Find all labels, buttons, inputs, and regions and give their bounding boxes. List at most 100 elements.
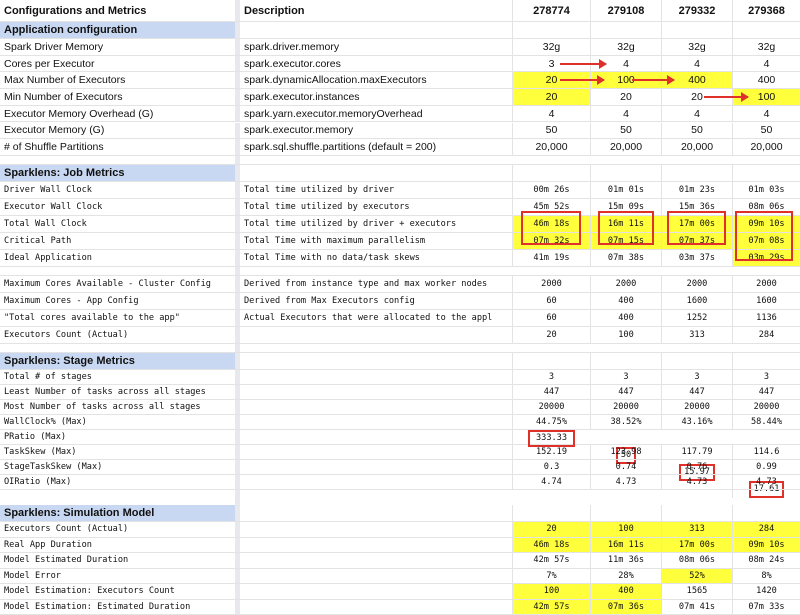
metric-description[interactable] — [240, 475, 512, 489]
value-cell[interactable]: 07m 38s — [590, 250, 661, 266]
value-cell[interactable]: 1420 — [732, 584, 800, 599]
value-cell[interactable]: 07m 32s — [512, 233, 590, 249]
value-cell[interactable]: 32g — [732, 39, 800, 55]
section-title[interactable]: Sparklens: Simulation Model — [0, 505, 235, 521]
value-cell[interactable]: 100 — [590, 522, 661, 537]
value-cell[interactable]: 100 — [732, 89, 800, 105]
metric-name[interactable]: Real App Duration — [4, 539, 92, 550]
value-cell[interactable]: 4.73 — [590, 475, 661, 489]
metric-name[interactable]: Executor Wall Clock — [4, 202, 103, 212]
header-run[interactable]: 278774 — [512, 0, 590, 21]
value-cell[interactable]: 32g — [512, 39, 590, 55]
metric-name[interactable]: StageTaskSkew (Max) — [4, 462, 103, 472]
value-cell[interactable]: 46m 18s — [512, 537, 590, 552]
value-cell[interactable]: 01m 23s — [661, 182, 732, 198]
metric-description[interactable] — [240, 553, 512, 568]
value-cell[interactable]: 07m 41s — [661, 599, 732, 614]
value-cell[interactable]: 8% — [732, 568, 800, 583]
value-cell[interactable]: 32g — [661, 39, 732, 55]
value-cell[interactable]: 3 — [512, 370, 590, 384]
header-description[interactable]: Description — [244, 4, 305, 17]
value-cell[interactable]: 4 — [590, 105, 661, 122]
value-cell[interactable]: 42m 57s — [512, 553, 590, 568]
metric-description[interactable]: spark.executor.memory — [244, 124, 354, 137]
value-cell[interactable]: 60 — [512, 310, 590, 326]
value-cell[interactable]: 20000 — [732, 400, 800, 414]
value-cell[interactable]: 2000 — [512, 276, 590, 292]
value-cell[interactable]: 447 — [512, 385, 590, 399]
value-cell[interactable]: 20000 — [512, 400, 590, 414]
value-cell[interactable]: 16m 11s — [590, 216, 661, 232]
value-cell[interactable]: 2000 — [661, 276, 732, 292]
value-cell[interactable]: 03m 29s — [732, 250, 800, 266]
metric-name[interactable]: Model Estimation: Estimated Duration — [4, 601, 191, 612]
value-cell[interactable]: 07m 08s — [732, 233, 800, 249]
value-cell[interactable]: 50 — [661, 122, 732, 139]
value-cell[interactable]: 4.74 — [512, 475, 590, 489]
metric-name[interactable]: Min Number of Executors — [4, 90, 123, 103]
metric-description[interactable] — [240, 327, 512, 343]
metric-name[interactable]: Executor Memory (G) — [4, 124, 105, 137]
value-cell[interactable]: 60 — [512, 293, 590, 309]
value-cell[interactable]: 07m 37s — [661, 233, 732, 249]
metric-name[interactable]: Critical Path — [4, 236, 72, 246]
metric-name[interactable]: Model Estimated Duration — [4, 555, 129, 566]
section-title[interactable]: Application configuration — [0, 22, 235, 38]
value-cell[interactable]: 03m 37s — [661, 250, 732, 266]
metric-name[interactable]: Most Number of tasks across all stages — [4, 402, 201, 412]
metric-description[interactable]: spark.executor.cores — [244, 57, 341, 70]
section-title[interactable]: Sparklens: Stage Metrics — [0, 353, 235, 369]
value-cell[interactable]: 3 — [732, 370, 800, 384]
metric-name[interactable]: Least Number of tasks across all stages — [4, 387, 206, 397]
value-cell[interactable]: 50 — [732, 122, 800, 139]
value-cell[interactable]: 1565 — [661, 584, 732, 599]
value-cell[interactable]: 0.74 — [590, 460, 661, 474]
metric-name[interactable]: "Total cores available to the app" — [4, 313, 180, 323]
header-run[interactable]: 279108 — [590, 0, 661, 21]
header-run[interactable]: 279332 — [661, 0, 732, 21]
value-cell[interactable]: 07m 15s — [590, 233, 661, 249]
value-cell[interactable]: 42m 57s — [512, 599, 590, 614]
metric-description[interactable]: Derived from Max Executors config — [244, 296, 415, 306]
value-cell[interactable]: 08m 06s — [732, 199, 800, 215]
metric-name[interactable]: PRatio (Max) — [4, 432, 67, 442]
metric-description[interactable]: Total Time with no data/task skews — [244, 253, 420, 263]
metric-description[interactable] — [240, 538, 512, 553]
metric-name[interactable]: Cores per Executor — [4, 57, 95, 70]
value-cell[interactable]: 44.75% — [512, 415, 590, 429]
value-cell[interactable]: 32g — [590, 39, 661, 55]
metric-description[interactable]: spark.sql.shuffle.partitions (default = … — [244, 141, 437, 154]
metric-description[interactable]: spark.yarn.executor.memoryOverhead — [244, 107, 423, 120]
metric-name[interactable]: OIRatio (Max) — [4, 477, 72, 487]
metric-name[interactable]: Executor Memory Overhead (G) — [4, 107, 154, 120]
value-cell[interactable]: 20000 — [661, 400, 732, 414]
value-cell[interactable]: 3 — [590, 370, 661, 384]
metric-description[interactable] — [240, 460, 512, 474]
value-cell[interactable]: 447 — [661, 385, 732, 399]
value-cell[interactable]: 1252 — [661, 310, 732, 326]
value-cell[interactable]: 20,000 — [732, 139, 800, 155]
value-cell[interactable]: 7% — [512, 568, 590, 583]
metric-description[interactable]: spark.driver.memory — [244, 40, 340, 53]
value-cell[interactable]: 4 — [732, 55, 800, 72]
value-cell[interactable]: 20,000 — [661, 139, 732, 155]
metric-name[interactable]: Model Estimation: Executors Count — [4, 586, 175, 597]
value-cell[interactable]: 152.19 — [512, 445, 590, 459]
value-cell[interactable]: 15m 36s — [661, 199, 732, 215]
metric-name[interactable]: # of Shuffle Partitions — [4, 141, 104, 154]
value-cell[interactable]: 43.16% — [661, 415, 732, 429]
value-cell[interactable]: 123.98 — [590, 445, 661, 459]
metric-description[interactable] — [240, 584, 512, 599]
value-cell[interactable]: 2000 — [590, 276, 661, 292]
metric-description[interactable] — [240, 522, 512, 537]
value-cell[interactable]: 11m 36s — [590, 553, 661, 568]
metric-name[interactable]: Maximum Cores - App Config — [4, 296, 139, 306]
value-cell[interactable]: 447 — [590, 385, 661, 399]
value-cell[interactable]: 0.76 — [661, 460, 732, 474]
header-run[interactable]: 279368 — [732, 0, 800, 21]
value-cell[interactable]: 313 — [661, 327, 732, 343]
value-cell[interactable]: 4 — [732, 105, 800, 122]
metric-description[interactable] — [240, 385, 512, 399]
value-cell[interactable]: 0.3 — [512, 460, 590, 474]
value-cell[interactable]: 400 — [590, 310, 661, 326]
